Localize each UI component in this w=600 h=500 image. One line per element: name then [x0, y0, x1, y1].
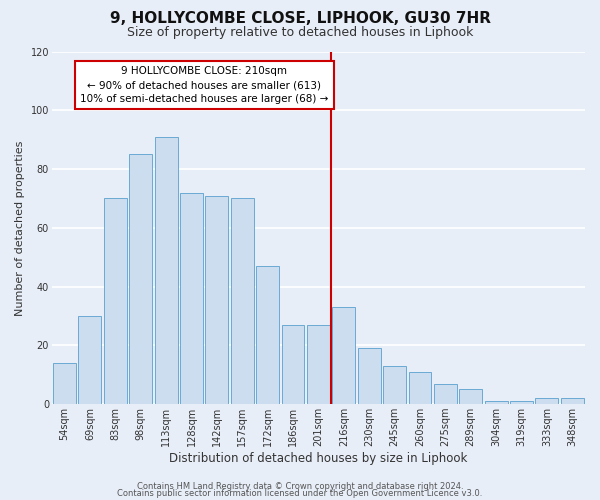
- Bar: [409, 372, 431, 404]
- Bar: [510, 401, 533, 404]
- Text: 9 HOLLYCOMBE CLOSE: 210sqm
← 90% of detached houses are smaller (613)
10% of sem: 9 HOLLYCOMBE CLOSE: 210sqm ← 90% of deta…: [80, 66, 328, 104]
- Bar: [256, 266, 279, 404]
- Bar: [231, 198, 254, 404]
- Text: 9, HOLLYCOMBE CLOSE, LIPHOOK, GU30 7HR: 9, HOLLYCOMBE CLOSE, LIPHOOK, GU30 7HR: [110, 11, 491, 26]
- Y-axis label: Number of detached properties: Number of detached properties: [15, 140, 25, 316]
- Bar: [434, 384, 457, 404]
- Bar: [383, 366, 406, 404]
- Bar: [180, 192, 203, 404]
- Text: Contains HM Land Registry data © Crown copyright and database right 2024.: Contains HM Land Registry data © Crown c…: [137, 482, 463, 491]
- Bar: [205, 196, 228, 404]
- Bar: [281, 325, 304, 404]
- Bar: [129, 154, 152, 404]
- X-axis label: Distribution of detached houses by size in Liphook: Distribution of detached houses by size …: [169, 452, 467, 465]
- Bar: [307, 325, 330, 404]
- Text: Contains public sector information licensed under the Open Government Licence v3: Contains public sector information licen…: [118, 489, 482, 498]
- Bar: [561, 398, 584, 404]
- Bar: [79, 316, 101, 404]
- Bar: [155, 136, 178, 404]
- Bar: [535, 398, 559, 404]
- Bar: [485, 401, 508, 404]
- Bar: [460, 390, 482, 404]
- Bar: [332, 307, 355, 404]
- Bar: [358, 348, 380, 404]
- Bar: [104, 198, 127, 404]
- Bar: [53, 363, 76, 404]
- Text: Size of property relative to detached houses in Liphook: Size of property relative to detached ho…: [127, 26, 473, 39]
